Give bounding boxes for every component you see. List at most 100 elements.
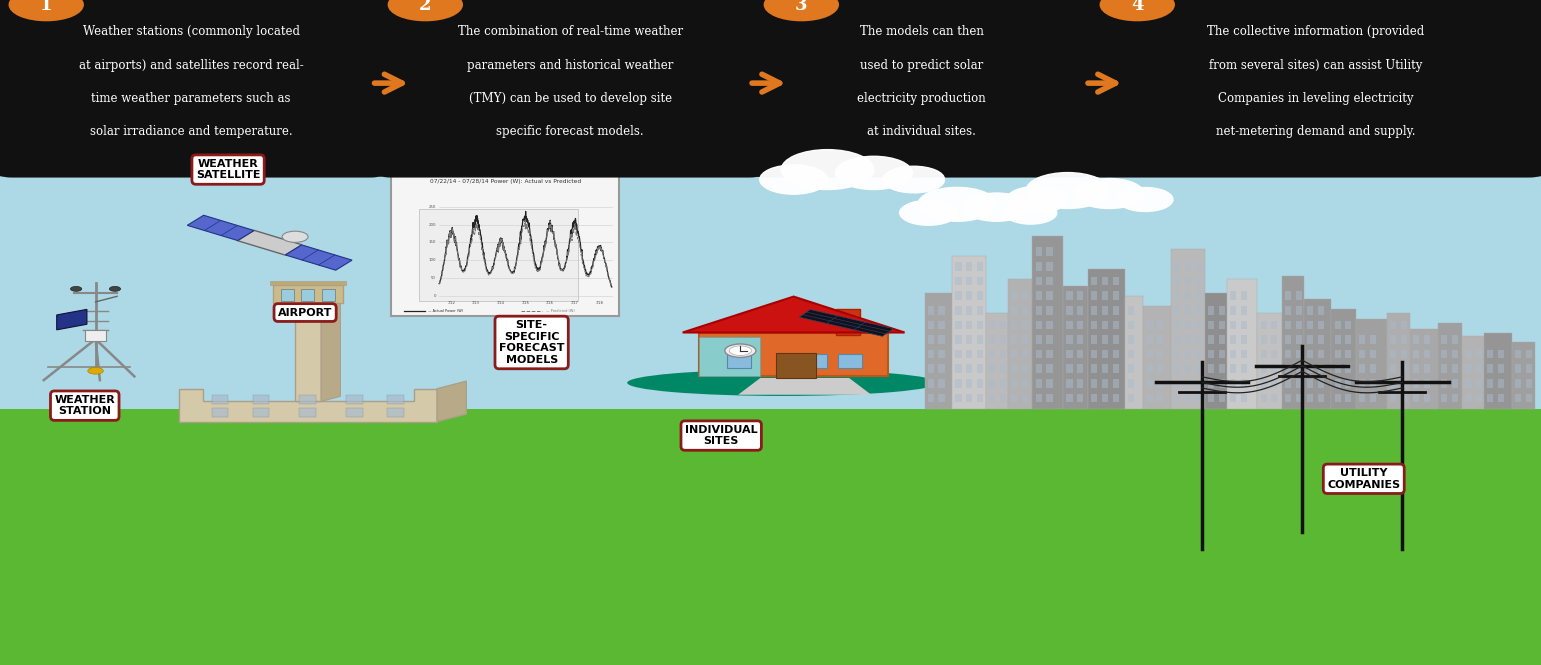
FancyBboxPatch shape xyxy=(700,332,888,376)
FancyBboxPatch shape xyxy=(966,335,972,344)
FancyBboxPatch shape xyxy=(1261,364,1267,373)
FancyBboxPatch shape xyxy=(928,350,934,358)
FancyBboxPatch shape xyxy=(1102,350,1108,358)
FancyBboxPatch shape xyxy=(1208,321,1214,329)
FancyBboxPatch shape xyxy=(1462,336,1484,409)
FancyBboxPatch shape xyxy=(1335,394,1341,402)
FancyBboxPatch shape xyxy=(835,309,860,335)
FancyBboxPatch shape xyxy=(1046,277,1053,285)
FancyBboxPatch shape xyxy=(1487,379,1493,388)
FancyBboxPatch shape xyxy=(1359,379,1365,388)
FancyBboxPatch shape xyxy=(1102,321,1108,329)
FancyBboxPatch shape xyxy=(1285,364,1291,373)
FancyBboxPatch shape xyxy=(1185,321,1191,329)
FancyBboxPatch shape xyxy=(1356,319,1387,409)
FancyBboxPatch shape xyxy=(1241,350,1247,358)
Circle shape xyxy=(1005,201,1057,224)
FancyBboxPatch shape xyxy=(1174,262,1180,271)
FancyBboxPatch shape xyxy=(1387,313,1410,409)
FancyBboxPatch shape xyxy=(299,395,316,404)
FancyBboxPatch shape xyxy=(1487,394,1493,402)
Text: parameters and historical weather: parameters and historical weather xyxy=(467,59,673,72)
FancyBboxPatch shape xyxy=(1413,379,1419,388)
FancyBboxPatch shape xyxy=(1438,323,1462,409)
FancyBboxPatch shape xyxy=(1476,350,1482,358)
FancyBboxPatch shape xyxy=(966,364,972,373)
FancyBboxPatch shape xyxy=(1285,379,1291,388)
FancyBboxPatch shape xyxy=(1066,306,1073,315)
FancyBboxPatch shape xyxy=(1036,364,1042,373)
Text: 100: 100 xyxy=(428,258,436,262)
FancyBboxPatch shape xyxy=(1219,364,1225,373)
FancyBboxPatch shape xyxy=(1219,335,1225,344)
FancyBboxPatch shape xyxy=(1241,379,1247,388)
Text: (TMY) can be used to develop site: (TMY) can be used to develop site xyxy=(468,92,672,105)
Polygon shape xyxy=(57,309,86,330)
FancyBboxPatch shape xyxy=(1046,291,1053,300)
FancyBboxPatch shape xyxy=(1036,277,1042,285)
FancyBboxPatch shape xyxy=(1046,350,1053,358)
FancyBboxPatch shape xyxy=(1359,350,1365,358)
FancyBboxPatch shape xyxy=(1208,364,1214,373)
FancyBboxPatch shape xyxy=(387,408,404,416)
Circle shape xyxy=(918,188,997,221)
FancyBboxPatch shape xyxy=(928,394,934,402)
FancyBboxPatch shape xyxy=(1208,394,1214,402)
FancyBboxPatch shape xyxy=(1185,262,1191,271)
FancyBboxPatch shape xyxy=(1174,364,1180,373)
Circle shape xyxy=(71,287,82,291)
Text: AIRPORT: AIRPORT xyxy=(277,307,333,318)
FancyBboxPatch shape xyxy=(1465,350,1472,358)
Polygon shape xyxy=(800,309,894,336)
FancyBboxPatch shape xyxy=(1261,350,1267,358)
FancyBboxPatch shape xyxy=(1413,335,1419,344)
FancyBboxPatch shape xyxy=(1219,350,1225,358)
FancyBboxPatch shape xyxy=(253,395,270,404)
FancyBboxPatch shape xyxy=(977,306,983,315)
FancyBboxPatch shape xyxy=(1066,335,1073,344)
FancyBboxPatch shape xyxy=(211,395,228,404)
FancyBboxPatch shape xyxy=(1498,379,1504,388)
FancyBboxPatch shape xyxy=(989,321,995,329)
FancyBboxPatch shape xyxy=(1512,342,1535,409)
FancyBboxPatch shape xyxy=(1066,321,1073,329)
FancyBboxPatch shape xyxy=(1271,335,1277,344)
FancyBboxPatch shape xyxy=(938,335,945,344)
FancyBboxPatch shape xyxy=(1515,350,1521,358)
FancyBboxPatch shape xyxy=(1526,364,1532,373)
FancyBboxPatch shape xyxy=(928,321,934,329)
Circle shape xyxy=(282,231,308,242)
FancyBboxPatch shape xyxy=(1036,379,1042,388)
FancyBboxPatch shape xyxy=(1196,379,1202,388)
FancyBboxPatch shape xyxy=(1196,277,1202,285)
FancyBboxPatch shape xyxy=(1219,306,1225,315)
FancyBboxPatch shape xyxy=(1370,364,1376,373)
FancyBboxPatch shape xyxy=(1335,321,1341,329)
Circle shape xyxy=(900,200,957,225)
Text: at individual sites.: at individual sites. xyxy=(868,125,975,138)
FancyBboxPatch shape xyxy=(1077,379,1083,388)
FancyBboxPatch shape xyxy=(1230,306,1236,315)
FancyBboxPatch shape xyxy=(1077,321,1083,329)
Text: 07/22/14 - 07/28/14 Power (W): Actual vs Predicted: 07/22/14 - 07/28/14 Power (W): Actual vs… xyxy=(430,179,581,184)
FancyBboxPatch shape xyxy=(1331,309,1356,409)
FancyBboxPatch shape xyxy=(928,335,934,344)
FancyBboxPatch shape xyxy=(253,408,270,416)
FancyBboxPatch shape xyxy=(749,0,1094,178)
FancyBboxPatch shape xyxy=(1102,394,1108,402)
FancyBboxPatch shape xyxy=(1091,277,1097,285)
FancyBboxPatch shape xyxy=(1370,350,1376,358)
FancyBboxPatch shape xyxy=(1484,332,1512,409)
FancyBboxPatch shape xyxy=(1271,321,1277,329)
FancyBboxPatch shape xyxy=(1413,364,1419,373)
FancyBboxPatch shape xyxy=(1335,350,1341,358)
FancyBboxPatch shape xyxy=(1296,306,1302,315)
FancyBboxPatch shape xyxy=(1208,350,1214,358)
FancyBboxPatch shape xyxy=(1174,335,1180,344)
FancyBboxPatch shape xyxy=(1102,379,1108,388)
FancyBboxPatch shape xyxy=(966,262,972,271)
FancyBboxPatch shape xyxy=(1441,350,1447,358)
FancyBboxPatch shape xyxy=(1296,350,1302,358)
FancyBboxPatch shape xyxy=(1345,379,1351,388)
FancyBboxPatch shape xyxy=(938,350,945,358)
